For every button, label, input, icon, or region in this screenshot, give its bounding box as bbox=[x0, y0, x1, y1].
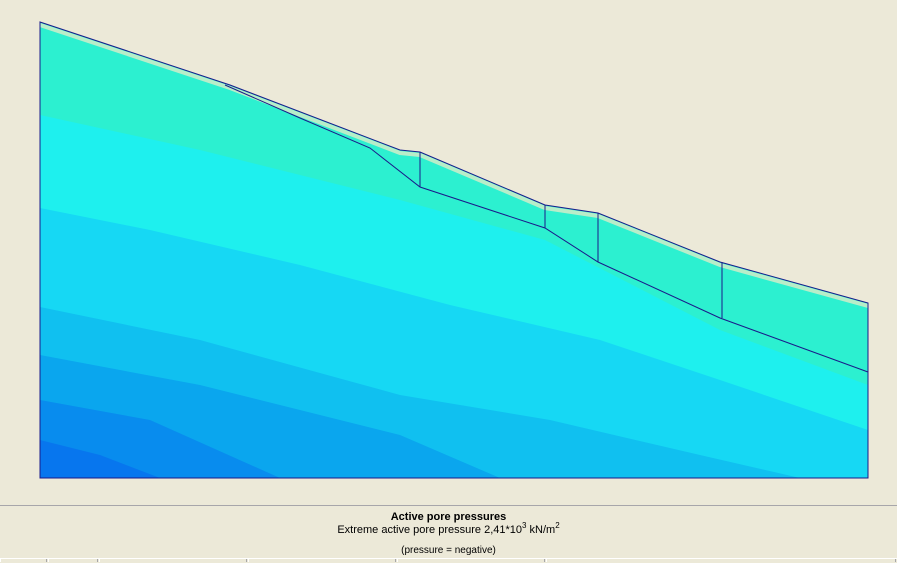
status-segment-1 bbox=[0, 559, 47, 562]
status-segment-4 bbox=[248, 559, 396, 562]
contour-band-7 bbox=[40, 440, 160, 478]
pressure-sign-note: (pressure = negative) bbox=[401, 545, 496, 556]
layer-boundary-line bbox=[224, 84, 869, 373]
caption-panel: Active pore pressures Extreme active por… bbox=[0, 505, 897, 563]
surface-fringe bbox=[40, 23, 868, 308]
geometry-outline bbox=[39, 21, 869, 479]
contour-bands bbox=[40, 22, 868, 478]
extreme-value-text: Extreme active pore pressure 2,41*10 bbox=[337, 524, 522, 536]
status-segment-5 bbox=[397, 559, 545, 562]
status-segment-6 bbox=[546, 559, 896, 562]
extreme-unit-text: kN/m bbox=[526, 524, 556, 536]
status-segment-3 bbox=[99, 559, 247, 562]
status-strip bbox=[0, 558, 897, 563]
plot-area bbox=[39, 21, 869, 479]
extreme-unit-exponent: 2 bbox=[555, 521, 560, 530]
pore-pressure-contour-plot bbox=[39, 21, 869, 479]
caption-title: Active pore pressures bbox=[390, 511, 507, 523]
status-segment-2 bbox=[48, 559, 98, 562]
extreme-pore-pressure-label: Extreme active pore pressure 2,41*103 kN… bbox=[0, 521, 897, 537]
extreme-value-exponent: 3 bbox=[522, 521, 527, 530]
